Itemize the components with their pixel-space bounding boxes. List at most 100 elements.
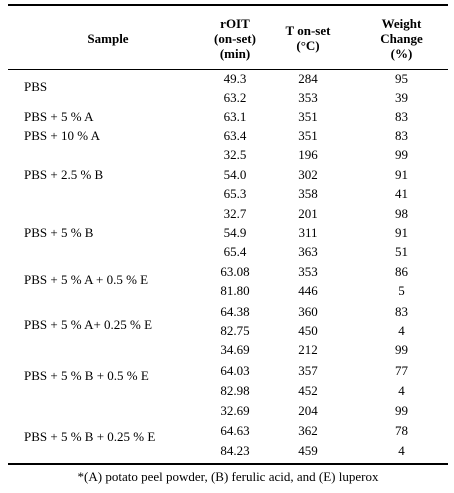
sample-label: PBS + 2.5 % B <box>24 167 104 182</box>
sample-label: PBS + 5 % B + 0.25 % E <box>24 429 156 444</box>
weight-cell: 5 <box>398 283 405 298</box>
tonset-cell: 446 <box>298 283 318 298</box>
table-row: 64.63 362 78 <box>0 421 454 440</box>
table-row: 64.03 357 77 <box>0 361 454 380</box>
roit-cell: 63.2 <box>223 90 247 105</box>
roit-cell: 34.69 <box>220 342 250 357</box>
tonset-cell: 204 <box>298 403 318 418</box>
header-sample: Sample <box>8 10 208 66</box>
table-row: 63.1 351 83 <box>0 107 454 126</box>
tonset-cell: 353 <box>298 90 318 105</box>
roit-cell: 64.38 <box>220 304 250 319</box>
weight-cell: 83 <box>395 109 408 124</box>
weight-cell: 39 <box>395 90 408 105</box>
tonset-cell: 452 <box>298 383 318 398</box>
header-weight-line1: Weight <box>381 15 422 31</box>
header-weight-line3: (%) <box>390 45 413 61</box>
sample-label: PBS <box>24 79 48 94</box>
sample-label: PBS + 5 % A+ 0.25 % E <box>24 317 153 332</box>
table-footnote: *(A) potato peel powder, (B) ferulic aci… <box>77 469 379 484</box>
table-row: 64.38 360 83 <box>0 302 454 321</box>
roit-cell: 63.08 <box>220 264 250 279</box>
header-roit-line1: rOIT <box>220 15 250 31</box>
weight-cell: 83 <box>395 304 408 319</box>
roit-cell: 65.4 <box>223 244 247 259</box>
table-row: 63.08 353 86 <box>0 262 454 281</box>
table-row: 81.80 446 5 <box>0 281 454 300</box>
table-row: 32.69 204 99 <box>0 401 454 420</box>
header-weight-line2: Change <box>380 30 423 46</box>
roit-cell: 32.7 <box>223 206 247 221</box>
weight-cell: 99 <box>395 403 408 418</box>
table-row: 54.0 302 91 <box>0 165 454 184</box>
table-row: 32.7 201 98 <box>0 204 454 223</box>
weight-cell: 83 <box>395 128 408 143</box>
roit-cell: 63.4 <box>223 128 247 143</box>
weight-cell: 51 <box>395 244 408 259</box>
roit-cell: 54.0 <box>223 167 247 182</box>
tonset-cell: 360 <box>298 304 318 319</box>
roit-cell: 65.3 <box>223 186 247 201</box>
tonset-cell: 196 <box>298 147 318 162</box>
sample-label: PBS + 5 % B + 0.5 % E <box>24 368 149 383</box>
header-tonset-line1: T on-set <box>285 23 331 38</box>
roit-cell: 84.23 <box>220 443 250 458</box>
header-roit-line2: (on-set) <box>214 30 256 46</box>
weight-cell: 91 <box>395 225 408 240</box>
weight-cell: 91 <box>395 167 408 182</box>
table-row: 82.98 452 4 <box>0 381 454 400</box>
roit-cell: 63.1 <box>223 109 247 124</box>
sample-label: PBS + 10 % A <box>24 128 100 143</box>
tonset-cell: 201 <box>298 206 318 221</box>
tonset-cell: 358 <box>298 186 318 201</box>
table-row: 82.75 450 4 <box>0 321 454 340</box>
top-rule <box>8 4 448 6</box>
weight-cell: 77 <box>395 363 408 378</box>
table-row: 63.2 353 39 <box>0 88 454 107</box>
bottom-rule <box>8 463 448 465</box>
weight-cell: 4 <box>398 443 405 458</box>
header-weight: Weight Change (%) <box>355 10 448 66</box>
tonset-cell: 353 <box>298 264 318 279</box>
header-tonset-line2: (°C) <box>296 38 320 53</box>
tonset-cell: 212 <box>298 342 318 357</box>
roit-cell: 82.98 <box>220 383 250 398</box>
tonset-cell: 311 <box>298 225 318 240</box>
table-row: 65.3 358 41 <box>0 184 454 203</box>
roit-cell: 49.3 <box>223 71 247 86</box>
table-row: 65.4 363 51 <box>0 242 454 261</box>
tonset-cell: 302 <box>298 167 318 182</box>
sample-label: PBS + 5 % A + 0.5 % E <box>24 272 149 287</box>
weight-cell: 99 <box>395 147 408 162</box>
tonset-cell: 362 <box>298 423 318 438</box>
table-row: 34.69 212 99 <box>0 340 454 359</box>
tonset-cell: 284 <box>298 71 318 86</box>
roit-cell: 82.75 <box>220 323 250 338</box>
table-row: 63.4 351 83 <box>0 126 454 145</box>
roit-cell: 81.80 <box>220 283 250 298</box>
table-row: 49.3 284 95 <box>0 69 454 88</box>
tonset-cell: 351 <box>298 128 318 143</box>
sample-label: PBS + 5 % B <box>24 225 94 240</box>
sample-label: PBS + 5 % A <box>24 109 94 124</box>
weight-cell: 99 <box>395 342 408 357</box>
header-sample-text: Sample <box>87 30 129 46</box>
table-row: 32.5 196 99 <box>0 145 454 164</box>
weight-cell: 4 <box>398 323 405 338</box>
weight-cell: 98 <box>395 206 408 221</box>
weight-cell: 86 <box>395 264 408 279</box>
weight-cell: 41 <box>395 186 408 201</box>
tonset-cell: 357 <box>298 363 318 378</box>
roit-cell: 64.63 <box>220 423 250 438</box>
roit-cell: 32.69 <box>220 403 250 418</box>
tonset-cell: 351 <box>298 109 318 124</box>
weight-cell: 78 <box>395 423 408 438</box>
table-row: 54.9 311 91 <box>0 223 454 242</box>
header-tonset: T on-set (°C) <box>268 10 348 66</box>
roit-cell: 32.5 <box>223 147 247 162</box>
header-roit-line3: (min) <box>219 45 251 61</box>
roit-cell: 54.9 <box>223 225 247 240</box>
table-row: 84.23 459 4 <box>0 441 454 460</box>
header-roit: rOIT (on-set) (min) <box>195 10 275 66</box>
